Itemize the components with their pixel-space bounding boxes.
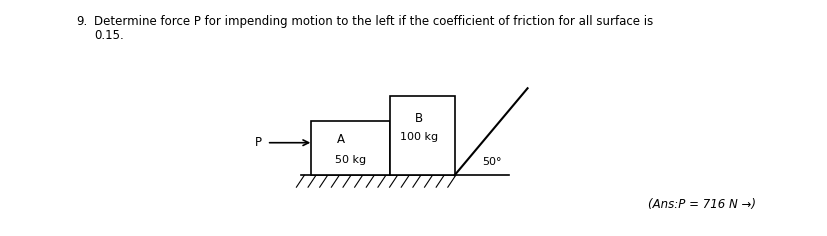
Text: 0.15.: 0.15. bbox=[93, 29, 123, 42]
Text: (Ans:P = 716 N →): (Ans:P = 716 N →) bbox=[648, 198, 755, 211]
Text: P: P bbox=[255, 136, 261, 149]
Text: 100 kg: 100 kg bbox=[399, 132, 437, 142]
Text: 9.: 9. bbox=[76, 15, 87, 28]
Text: A: A bbox=[337, 134, 345, 147]
Text: Determine force P for impending motion to the left if the coefficient of frictio: Determine force P for impending motion t… bbox=[93, 15, 653, 28]
Text: 50°: 50° bbox=[481, 157, 501, 167]
Text: B: B bbox=[414, 112, 423, 125]
Bar bbox=[390, 96, 454, 175]
Bar bbox=[311, 121, 390, 175]
Text: 50 kg: 50 kg bbox=[335, 155, 366, 165]
